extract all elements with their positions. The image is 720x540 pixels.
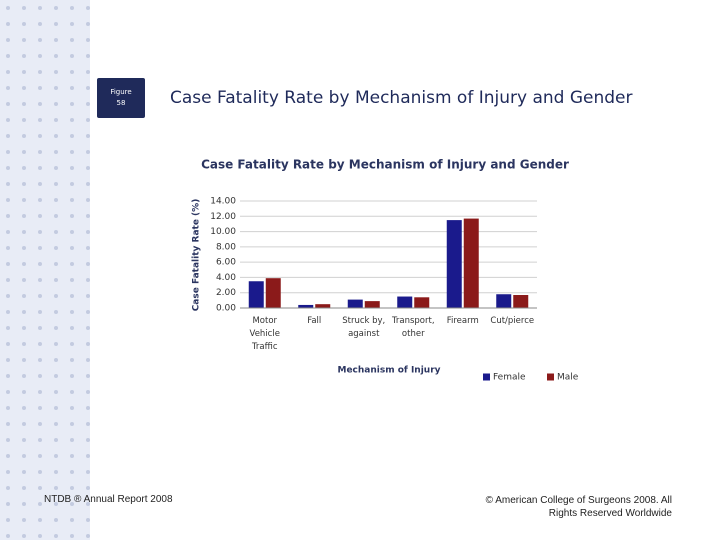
bar (463, 218, 479, 308)
x-tick-label: Transport, other (391, 316, 435, 339)
y-tick-label: 14.00 (210, 197, 236, 207)
bar (315, 304, 331, 308)
y-tick-label: 10.00 (210, 227, 236, 237)
footer-left: NTDB ® Annual Report 2008 (44, 494, 173, 505)
x-axis-label: Mechanism of Injury (337, 366, 440, 376)
legend-label: Female (493, 373, 526, 383)
figure-badge: Figure 58 (97, 78, 145, 118)
legend-label: Male (557, 373, 579, 383)
bar (347, 299, 363, 308)
y-tick-label: 0.00 (216, 304, 236, 314)
footer-right: © American College of Surgeons 2008. All… (485, 495, 672, 519)
bar (364, 301, 380, 308)
bar (513, 295, 529, 308)
x-tick-label: Firearm (447, 316, 479, 326)
chart-title: Case Fatality Rate by Mechanism of Injur… (201, 158, 569, 172)
bar (397, 296, 413, 308)
x-tick-label: Cut/pierce (490, 316, 534, 326)
x-tick-label: Struck by, against (342, 316, 385, 339)
bar (265, 278, 281, 308)
bar (414, 297, 430, 308)
decorative-strip (0, 0, 90, 540)
legend-swatch (547, 373, 554, 381)
bar (496, 294, 512, 308)
x-tick-label: Fall (307, 316, 321, 326)
y-tick-label: 8.00 (216, 242, 236, 252)
y-tick-label: 12.00 (210, 212, 236, 222)
bar (248, 281, 264, 308)
bar (298, 304, 314, 308)
bar (446, 220, 462, 308)
y-tick-label: 6.00 (216, 258, 236, 268)
y-axis-label: Case Fatality Rate (%) (192, 199, 202, 312)
legend-swatch (483, 373, 490, 381)
x-tick-label: Motor Vehicle Traffic (250, 316, 280, 352)
slide-title: Case Fatality Rate by Mechanism of Injur… (170, 88, 633, 108)
y-tick-label: 2.00 (216, 288, 236, 298)
y-tick-label: 4.00 (216, 273, 236, 283)
